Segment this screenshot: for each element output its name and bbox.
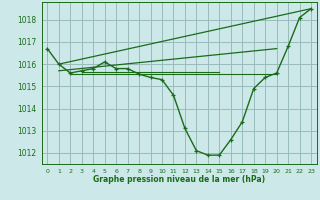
X-axis label: Graphe pression niveau de la mer (hPa): Graphe pression niveau de la mer (hPa) — [93, 175, 265, 184]
